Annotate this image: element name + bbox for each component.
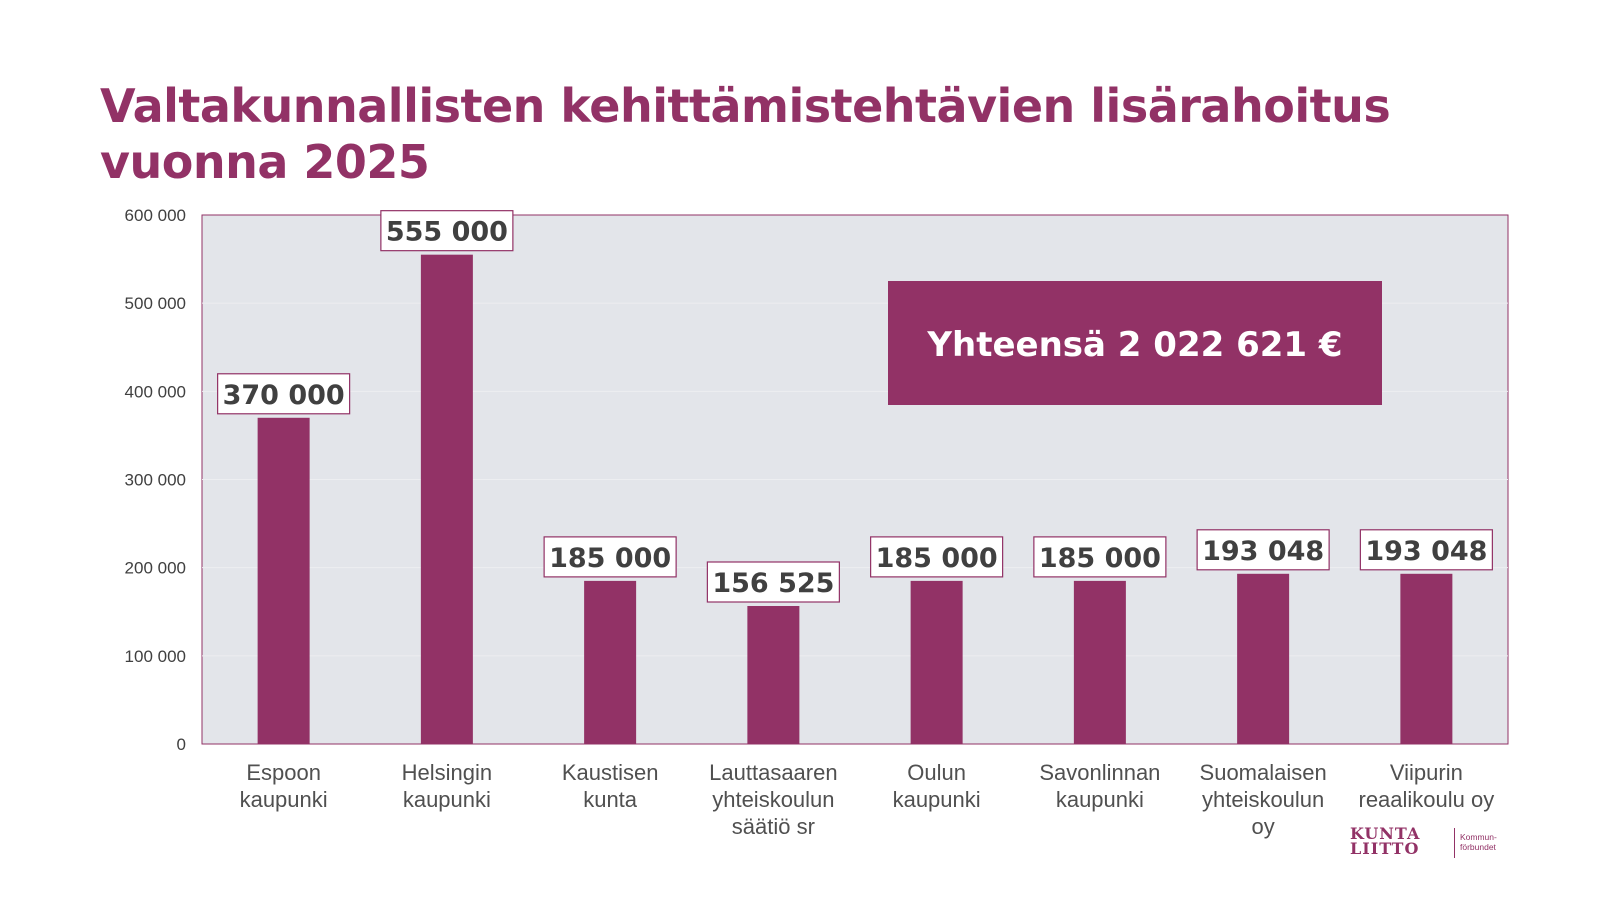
- x-tick-label: Viipurin: [1390, 760, 1463, 785]
- total-box: Yhteensä 2 022 621 €: [888, 281, 1382, 405]
- data-label-box: [543, 536, 677, 578]
- data-label-box: [706, 561, 840, 603]
- x-tick-label: Helsingin: [402, 760, 493, 785]
- logo-wordmark: KUNTA LIITTO: [1350, 824, 1450, 858]
- data-label: 370 000: [223, 380, 345, 411]
- data-label: 185 000: [876, 543, 998, 574]
- x-tick-label: Lauttasaaren: [709, 760, 837, 785]
- logo-sub1: Kommun-: [1460, 832, 1497, 842]
- x-tick-label: Savonlinnan: [1039, 760, 1160, 785]
- data-label: 193 048: [1365, 536, 1487, 567]
- y-tick-label: 0: [177, 735, 186, 754]
- data-label-box: [217, 373, 351, 415]
- x-tick-label: kaupunki: [893, 787, 981, 812]
- data-label-box: [380, 210, 514, 252]
- y-axis-ticks: 0 100 000 200 000 300 000 400 000 500 000 600 …: [125, 206, 186, 754]
- data-label: 185 000: [1039, 543, 1161, 574]
- data-label: 193 048: [1202, 536, 1324, 567]
- kuntaliitto-logo: KUNTA LIITTO Kommun- förbundet: [1350, 826, 1520, 862]
- y-tick-label: 200 000: [125, 559, 186, 578]
- bar: [1073, 580, 1126, 744]
- data-label: 156 525: [712, 568, 834, 599]
- x-tick-label: kunta: [583, 787, 638, 812]
- logo-subtitle: Kommun- förbundet: [1460, 832, 1497, 852]
- bar: [1400, 573, 1453, 744]
- data-label: 185 000: [549, 543, 671, 574]
- data-label-box: [870, 536, 1004, 578]
- logo-sub2: förbundet: [1460, 842, 1496, 852]
- y-tick-label: 300 000: [125, 471, 186, 490]
- logo-line2: LIITTO: [1350, 839, 1420, 858]
- chart-title: Valtakunnallisten kehittämistehtävien li…: [100, 79, 1391, 189]
- data-label-box: [1359, 529, 1493, 571]
- data-label-box: [1196, 529, 1330, 571]
- bar: [747, 605, 800, 744]
- y-tick-label: 500 000: [125, 294, 186, 313]
- x-tick-label: kaupunki: [403, 787, 491, 812]
- x-tick-label: reaalikoulu oy: [1359, 787, 1495, 812]
- bar: [420, 254, 473, 745]
- x-tick-label: Oulun: [907, 760, 966, 785]
- x-tick-label: kaupunki: [240, 787, 328, 812]
- y-tick-label: 600 000: [125, 206, 186, 225]
- bar: [910, 580, 963, 744]
- total-box-background: [888, 281, 1382, 405]
- x-tick-label: säätiö sr: [732, 814, 815, 839]
- data-label: 555 000: [386, 217, 508, 248]
- x-tick-label: yhteiskoulun: [712, 787, 834, 812]
- bars: [257, 254, 1453, 745]
- x-tick-label: Suomalaisen: [1200, 760, 1327, 785]
- x-axis-labels: EspoonkaupunkiHelsinginkaupunkiKaustisen…: [240, 760, 1495, 839]
- total-box-text: Yhteensä 2 022 621 €: [926, 325, 1342, 365]
- logo-line1: KUNTA: [1350, 824, 1421, 843]
- y-tick-label: 100 000: [125, 647, 186, 666]
- x-tick-label: oy: [1252, 814, 1275, 839]
- x-tick-label: Espoon: [246, 760, 321, 785]
- data-labels: 370 000 555 000 185 000 156 525 185 000 185 0…: [217, 210, 1493, 603]
- data-label-box: [1033, 536, 1167, 578]
- bar: [1237, 573, 1290, 744]
- y-tick-label: 400 000: [125, 382, 186, 401]
- x-tick-label: kaupunki: [1056, 787, 1144, 812]
- x-tick-label: Kaustisen: [562, 760, 659, 785]
- bar: [584, 580, 637, 744]
- x-tick-label: yhteiskoulun: [1202, 787, 1324, 812]
- bar: [257, 417, 310, 744]
- logo-separator: [1454, 828, 1455, 858]
